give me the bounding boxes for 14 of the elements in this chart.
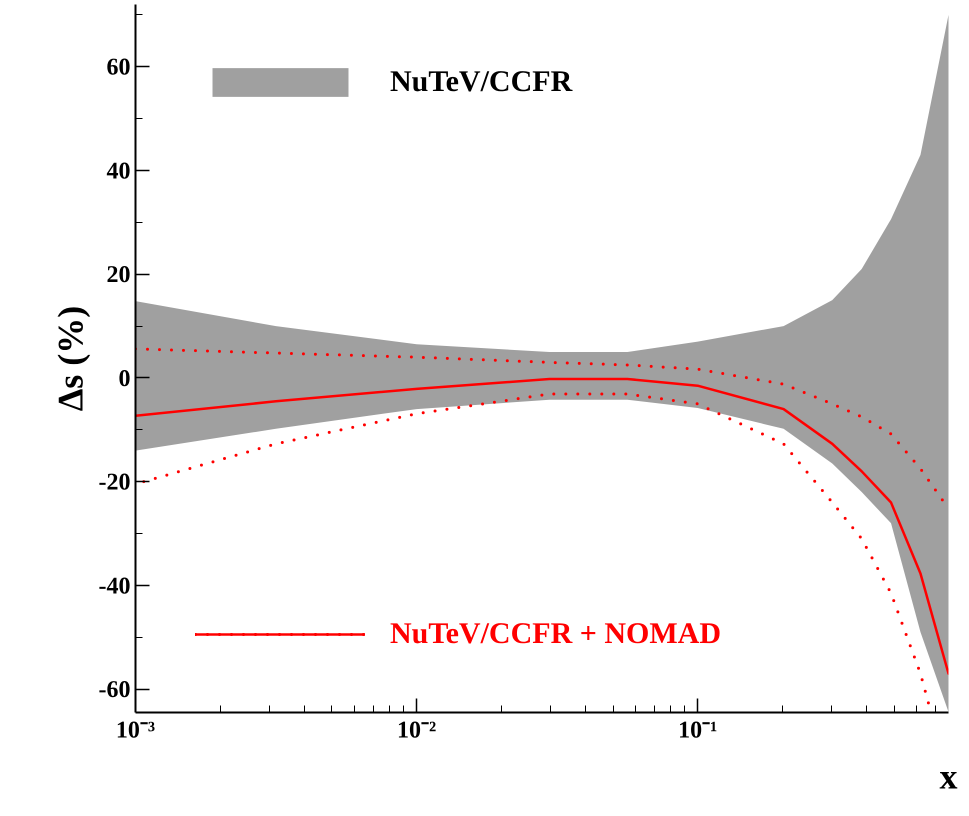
y-axis-title: Δs (%) bbox=[50, 306, 91, 412]
y-tick-label: -60 bbox=[98, 677, 131, 704]
y-tick-label: 0 bbox=[118, 366, 130, 392]
y-tick-label: 40 bbox=[106, 158, 130, 184]
y-tick-label: 60 bbox=[106, 54, 130, 81]
y-tick-label: -20 bbox=[98, 470, 131, 496]
y-tick-label: -40 bbox=[98, 573, 131, 600]
x-tick-label: 10⁻¹ bbox=[678, 718, 718, 744]
x-tick-label: 10⁻³ bbox=[116, 718, 156, 744]
legend-label: NuTeV/CCFR bbox=[390, 65, 572, 99]
x-axis-title: x bbox=[940, 756, 958, 796]
x-tick-label: 10⁻² bbox=[397, 718, 436, 744]
y-tick-label: 20 bbox=[106, 262, 130, 288]
text: NuTeV/CCFR + NOMAD bbox=[390, 617, 721, 651]
